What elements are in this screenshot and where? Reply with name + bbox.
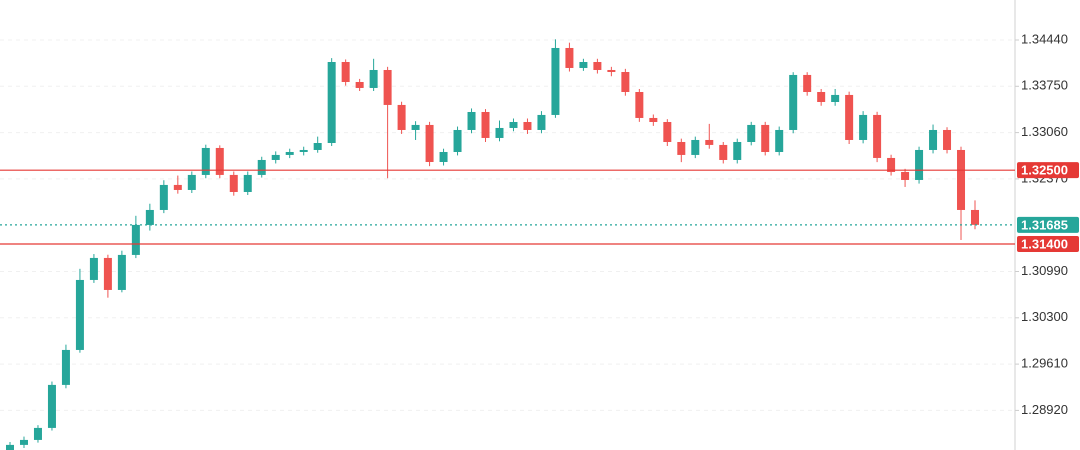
candle-body (565, 47, 574, 68)
candle-body (33, 427, 42, 440)
candle-body (915, 149, 924, 180)
candle-body (369, 69, 378, 88)
candle-body (257, 159, 266, 175)
candle-body (845, 94, 854, 140)
candle-body (145, 209, 154, 225)
candle-body (355, 82, 364, 88)
y-tick-label: 1.28920 (1021, 402, 1068, 417)
candle-body (887, 157, 896, 172)
candle-body (859, 114, 868, 140)
candle-body (89, 257, 98, 280)
candle-body (103, 257, 112, 290)
candle-body (467, 111, 476, 130)
candle-body (803, 74, 812, 92)
candle-body (313, 142, 322, 150)
candle-body (901, 171, 910, 180)
y-tick-label: 1.33750 (1021, 78, 1068, 93)
candle-body (411, 124, 420, 130)
candle-body (117, 254, 126, 290)
candle-body (747, 124, 756, 142)
candle-body (495, 127, 504, 138)
candle-body (229, 174, 238, 192)
candle-body (677, 141, 686, 155)
candle-body (271, 154, 280, 160)
candle-body (481, 111, 490, 138)
y-tick-label: 1.29610 (1021, 356, 1068, 371)
candle-body (579, 62, 588, 68)
candle-body (831, 94, 840, 102)
candle-body (327, 62, 336, 143)
candle-body (215, 147, 224, 175)
candle-body (719, 144, 728, 160)
y-tick-label: 1.33060 (1021, 124, 1068, 139)
candle-body (341, 62, 350, 83)
candle-body (61, 349, 70, 385)
candle-body (649, 117, 658, 122)
y-tick-label: 1.30300 (1021, 309, 1068, 324)
candle-body (817, 91, 826, 102)
candle-body (425, 124, 434, 162)
candle-body (733, 141, 742, 160)
candle-body (397, 104, 406, 130)
candle-body (383, 69, 392, 105)
candle-body (47, 384, 56, 428)
candle-body (201, 147, 210, 175)
candle-body (971, 209, 979, 225)
candle-body (6, 444, 14, 450)
candle-body (453, 129, 462, 152)
y-tick-label: 1.30990 (1021, 263, 1068, 278)
level-label: 1.31685 (1021, 217, 1068, 232)
candle-body (635, 91, 644, 118)
candle-body (761, 124, 770, 152)
candle-body (789, 74, 798, 130)
candle-body (929, 129, 938, 150)
candle-body (285, 151, 294, 155)
candle-body (607, 69, 616, 73)
candle-body (705, 139, 714, 145)
level-label: 1.31400 (1021, 236, 1068, 251)
candle-body (957, 149, 966, 210)
candle-body (943, 129, 952, 150)
candle-body (523, 121, 532, 130)
candle-body (537, 114, 546, 130)
level-label-box (1017, 235, 1079, 252)
candle-body (19, 439, 28, 445)
candle-body (621, 72, 630, 92)
level-label: 1.32500 (1021, 163, 1068, 178)
candle-body (439, 151, 448, 162)
y-tick-label: 1.34440 (1021, 31, 1068, 46)
candle-body (75, 279, 84, 350)
candle-body (551, 47, 560, 115)
candle-body (131, 224, 140, 255)
candle-body (691, 139, 700, 155)
candle-body (243, 174, 252, 192)
candle-body (299, 149, 308, 152)
candle-body (593, 62, 602, 70)
candle-body (159, 184, 168, 210)
candle-body (509, 121, 518, 128)
level-label-box (1017, 216, 1079, 233)
candle-body (873, 114, 882, 158)
candle-body (187, 174, 196, 190)
candle-body (775, 129, 784, 152)
candle-body (173, 184, 182, 190)
candle-body (663, 121, 672, 142)
level-label-box (1017, 162, 1079, 179)
